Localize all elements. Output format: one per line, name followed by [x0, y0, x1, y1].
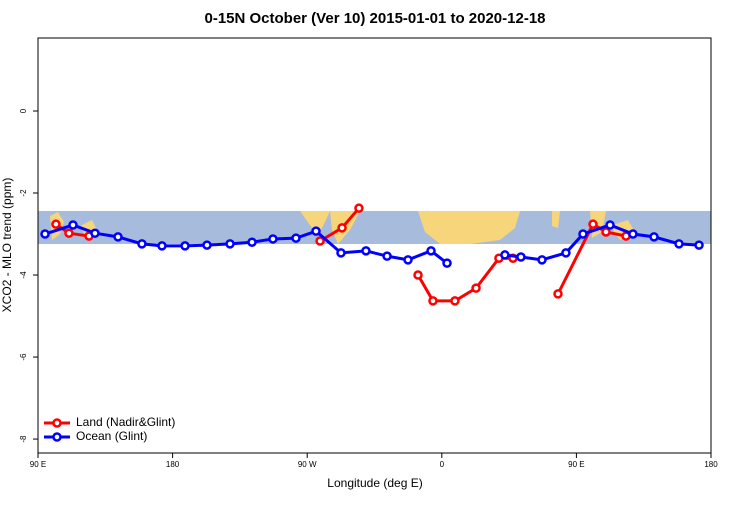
- point: [588, 219, 598, 229]
- point: [361, 246, 371, 256]
- point: [180, 241, 190, 251]
- point: [674, 239, 684, 249]
- point: [157, 241, 167, 251]
- point: [426, 246, 436, 256]
- legend-label: Land (Nadir&Glint): [76, 415, 175, 429]
- point: [649, 232, 659, 242]
- point: [268, 234, 278, 244]
- point: [694, 240, 704, 250]
- point: [68, 220, 78, 230]
- point: [336, 248, 346, 258]
- chart-title: 0-15N October (Ver 10) 2015-01-01 to 202…: [204, 10, 545, 27]
- point: [90, 228, 100, 238]
- point: [51, 219, 61, 229]
- legend-marker: [52, 432, 62, 442]
- point: [442, 258, 452, 268]
- y-tick-label: -8: [19, 435, 28, 443]
- point: [315, 236, 325, 246]
- y-tick-label: -6: [19, 353, 28, 361]
- point: [516, 252, 526, 262]
- point: [601, 227, 611, 237]
- point: [137, 239, 147, 249]
- point: [578, 229, 588, 239]
- point: [500, 250, 510, 260]
- y-tick-label: -4: [19, 271, 28, 279]
- point: [537, 255, 547, 265]
- legend-marker: [52, 418, 62, 428]
- point: [40, 229, 50, 239]
- point: [561, 248, 571, 258]
- x-tick-label: 0: [440, 460, 445, 469]
- point: [202, 240, 212, 250]
- point: [64, 228, 74, 238]
- point: [247, 237, 257, 247]
- point: [354, 203, 364, 213]
- legend-label: Ocean (Glint): [76, 429, 147, 443]
- x-tick-label: 90 W: [298, 460, 317, 469]
- point: [225, 239, 235, 249]
- point: [450, 296, 460, 306]
- x-tick-label: 180: [704, 460, 718, 469]
- x-axis-label: Longitude (deg E): [327, 476, 422, 490]
- y-axis-label: XCO2 - MLO trend (ppm): [0, 178, 14, 313]
- point: [628, 229, 638, 239]
- point: [553, 289, 563, 299]
- plot-frame: [37, 37, 712, 454]
- point: [471, 283, 481, 293]
- x-tick-label: 90 E: [568, 460, 584, 469]
- point: [113, 232, 123, 242]
- point: [382, 251, 392, 261]
- y-tick-label: -2: [19, 189, 28, 197]
- point: [413, 270, 423, 280]
- point: [428, 296, 438, 306]
- x-tick-label: 180: [166, 460, 180, 469]
- x-tick-label: 90 E: [30, 460, 46, 469]
- point: [311, 226, 321, 236]
- point: [403, 255, 413, 265]
- y-tick-label: 0: [19, 108, 28, 113]
- point: [337, 223, 347, 233]
- point: [291, 233, 301, 243]
- point: [605, 220, 615, 230]
